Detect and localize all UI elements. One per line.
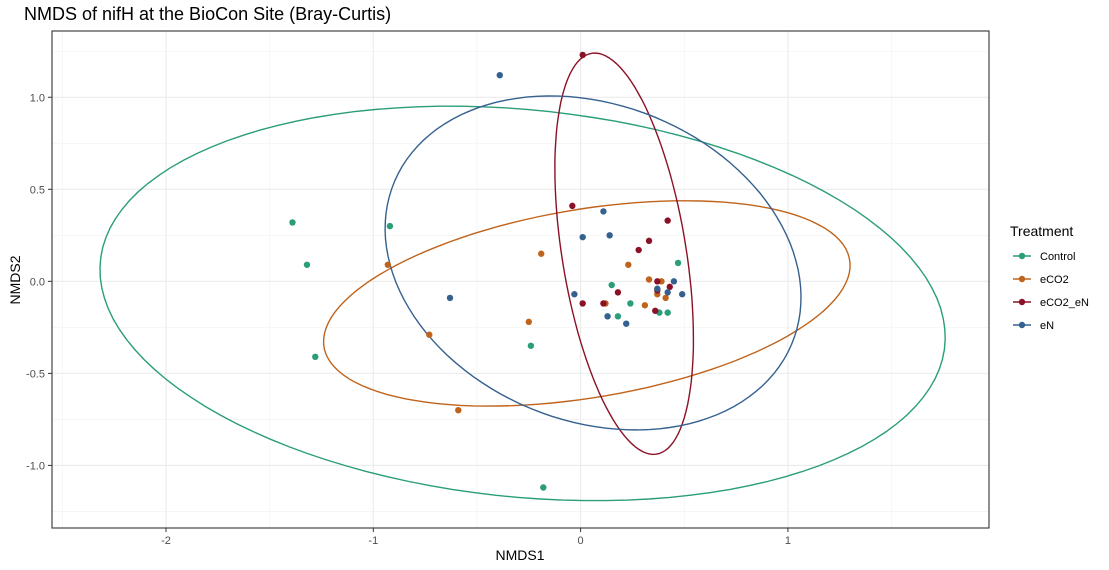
point-eN [623,320,630,327]
point-eCO2 [426,331,433,338]
point-eN [579,233,586,241]
point-eCO2_eN [635,246,642,254]
point-eCO2 [645,276,653,283]
x-tick-label: 0 [578,535,584,547]
y-tick-label: 0.5 [30,184,45,196]
legend-label-Control: Control [1040,251,1075,263]
point-layer [289,51,686,491]
y-tick-label: 1.0 [30,92,45,104]
chart-title: NMDS of nifH at the BioCon Site (Bray-Cu… [24,4,391,24]
ellipse-eCO2_eN [554,52,695,456]
point-Control [664,309,671,316]
legend-label-eCO2_eN: eCO2_eN [1040,297,1089,309]
point-Control [540,484,547,491]
point-Control [627,300,634,307]
point-eCO2 [384,261,392,268]
point-eN [571,291,578,298]
point-Control [386,222,394,230]
point-eN [664,289,671,296]
y-axis-title: NMDS2 [7,255,23,304]
x-tick-label: 1 [785,535,791,547]
point-eCO2 [625,261,632,268]
point-eN [496,71,503,79]
point-Control [289,219,296,226]
point-eCO2_eN [579,300,586,307]
point-eCO2_eN [614,289,622,296]
point-eN [600,208,607,215]
grid-layer [52,31,989,528]
point-Control [674,259,682,267]
plot-panel-border [51,30,990,529]
tick-layer: -2 -1 0 1 -1.0 -0.5 0.0 0.5 1.0 [26,92,791,547]
point-Control [303,261,311,268]
point-eCO2_eN [600,300,607,307]
x-tick-label: -2 [161,535,171,547]
point-eCO2 [662,294,669,302]
ellipse-eN [384,95,802,431]
point-eN [678,291,686,298]
point-Control [527,342,535,349]
legend-key-point-eCO2 [1018,275,1026,283]
legend-label-eCO2: eCO2 [1040,274,1069,286]
legend-key-point-eN [1018,321,1026,329]
point-Control [312,353,319,361]
ellipse-Control [99,105,946,502]
point-eN [604,313,611,320]
legend-label-eN: eN [1040,320,1054,332]
point-eCO2 [538,250,545,257]
legend-key-point-eCO2_eN [1018,298,1026,306]
point-Control [614,313,622,320]
point-eN [670,278,678,285]
point-eN [654,285,661,292]
ellipse-layer [99,52,946,502]
point-eN [446,294,454,302]
point-eCO2 [455,406,462,414]
ellipse-eCO2 [322,200,851,407]
point-eCO2_eN [569,202,576,210]
point-eCO2_eN [645,237,653,245]
point-eCO2 [641,302,649,309]
point-eCO2_eN [652,307,659,314]
x-axis-title: NMDS1 [495,547,544,563]
y-tick-label: 0.0 [30,276,45,288]
legend: Treatment Control eCO2 eCO2_eN eN [1010,223,1089,332]
y-tick-label: -1.0 [26,460,45,472]
legend-key-point-Control [1018,252,1026,260]
point-eN [606,232,613,239]
x-tick-label: -1 [368,535,378,547]
point-eCO2_eN [579,51,586,59]
point-eCO2_eN [654,278,661,285]
point-Control [608,281,615,289]
point-eCO2_eN [664,217,671,224]
point-eCO2 [525,318,532,326]
y-tick-label: -0.5 [26,368,45,380]
legend-title: Treatment [1010,223,1073,239]
point-eCO2_eN [666,283,673,291]
